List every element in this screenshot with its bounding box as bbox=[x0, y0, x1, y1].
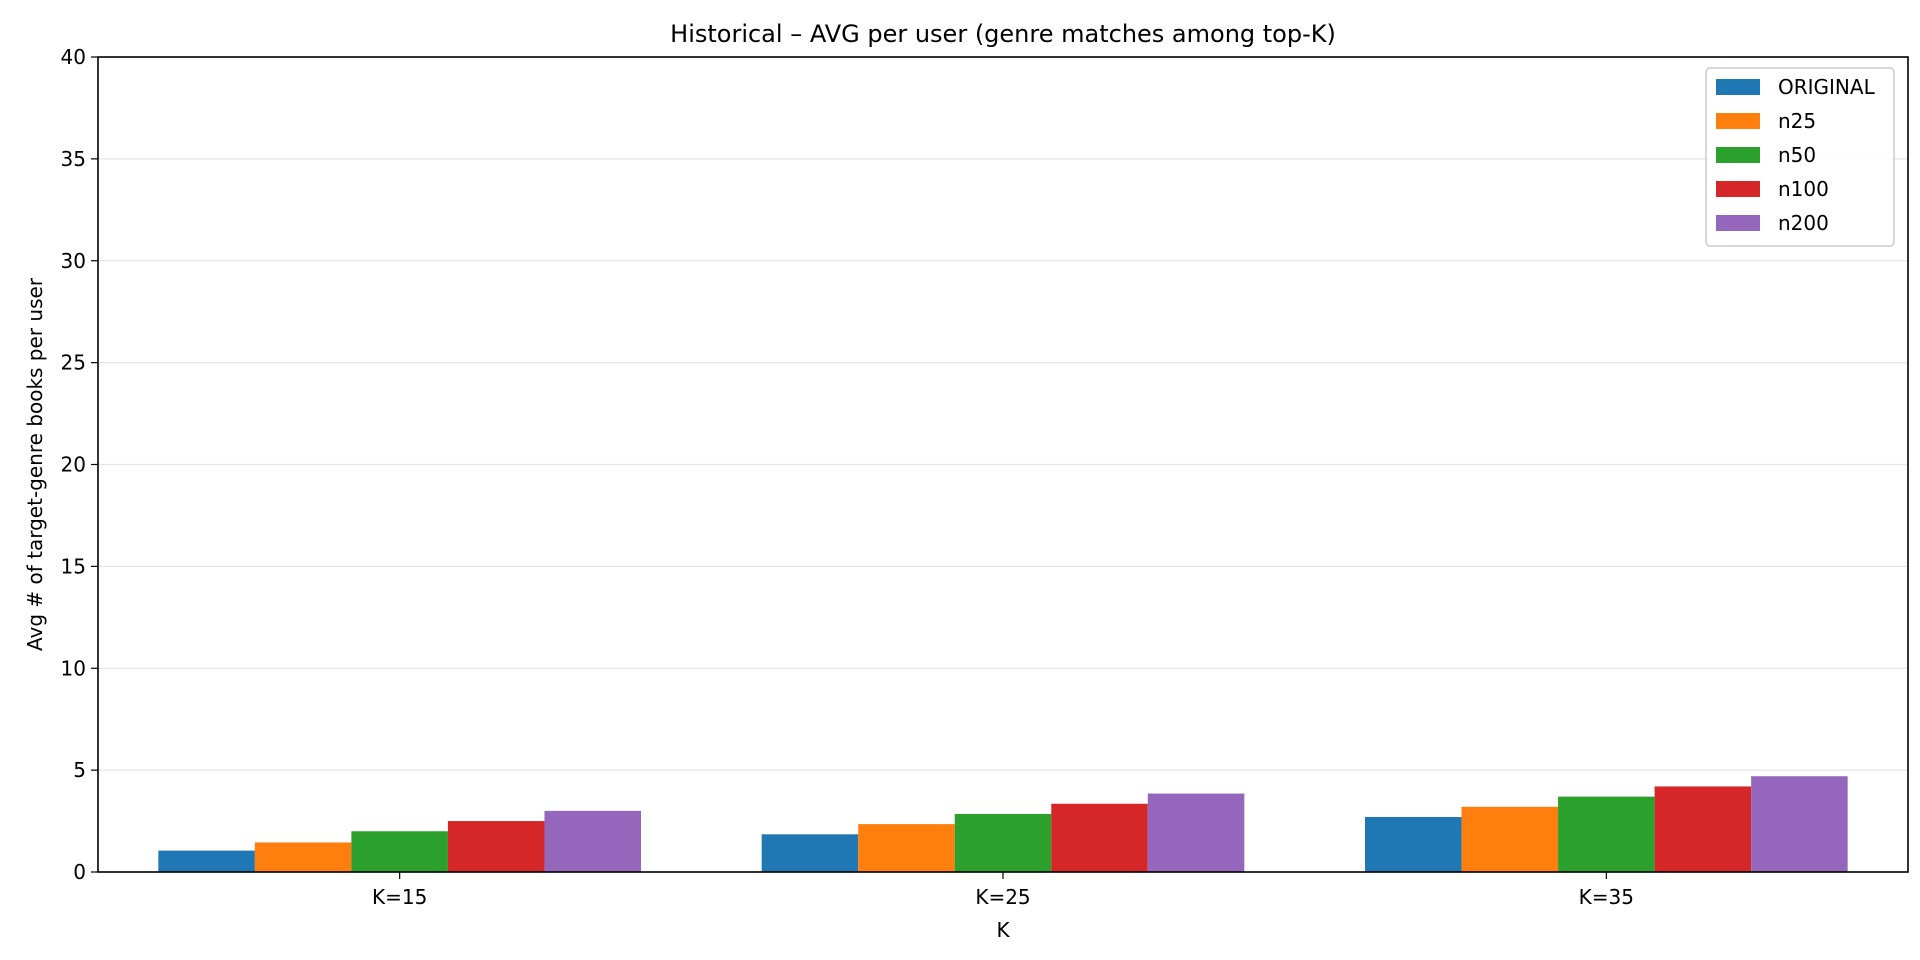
x-tick-label: K=25 bbox=[975, 885, 1030, 909]
y-tick-label: 15 bbox=[61, 554, 86, 578]
y-tick-label: 0 bbox=[73, 860, 86, 884]
legend-label: n100 bbox=[1778, 177, 1829, 201]
legend-swatch bbox=[1716, 215, 1760, 231]
legend-label: n50 bbox=[1778, 143, 1816, 167]
legend-swatch bbox=[1716, 79, 1760, 95]
legend-swatch bbox=[1716, 181, 1760, 197]
legend-label: ORIGINAL bbox=[1778, 75, 1876, 99]
chart-title: Historical – AVG per user (genre matches… bbox=[670, 20, 1336, 48]
bar-original-k35 bbox=[1365, 816, 1462, 872]
x-tick-label: K=35 bbox=[1579, 885, 1634, 909]
bar-n50-k25 bbox=[954, 813, 1052, 872]
bar-n200-k25 bbox=[1147, 793, 1245, 872]
bar-n50-k35 bbox=[1558, 796, 1655, 872]
legend: ORIGINAL n25 n50 n100 n200 bbox=[1705, 67, 1895, 247]
bar-n25-k25 bbox=[858, 824, 955, 872]
bar-n200-k15 bbox=[544, 810, 641, 872]
bar-n25-k35 bbox=[1461, 806, 1559, 872]
bar-n100-k15 bbox=[447, 821, 545, 872]
bar-n25-k15 bbox=[254, 842, 352, 872]
bar-n50-k15 bbox=[351, 831, 448, 872]
y-tick-label: 30 bbox=[61, 249, 86, 273]
legend-box bbox=[1705, 67, 1895, 247]
x-tick-label: K=15 bbox=[372, 885, 427, 909]
y-tick-label: 10 bbox=[61, 656, 86, 680]
bar-n100-k25 bbox=[1051, 803, 1148, 872]
bar-original-k15 bbox=[158, 850, 255, 872]
bar-original-k25 bbox=[761, 834, 859, 872]
legend-swatch bbox=[1716, 147, 1760, 163]
grid-lines bbox=[98, 158, 1908, 771]
y-axis-title: Avg # of target-genre books per user bbox=[23, 277, 47, 651]
legend-label: n25 bbox=[1778, 109, 1816, 133]
y-axis-ticks: 0 5 10 15 20 25 30 35 40 bbox=[61, 45, 98, 884]
bar-n200-k35 bbox=[1751, 776, 1848, 872]
x-axis-ticks: K=15 K=25 K=35 bbox=[372, 872, 1634, 909]
y-tick-label: 35 bbox=[61, 147, 86, 171]
y-tick-label: 40 bbox=[61, 45, 86, 69]
bars bbox=[158, 776, 1848, 872]
bar-n100-k35 bbox=[1654, 786, 1752, 872]
y-tick-label: 5 bbox=[73, 758, 86, 782]
x-axis-title: K bbox=[996, 918, 1010, 942]
legend-swatch bbox=[1716, 113, 1760, 129]
y-tick-label: 20 bbox=[61, 453, 86, 477]
y-tick-label: 25 bbox=[61, 351, 86, 375]
legend-label: n200 bbox=[1778, 211, 1829, 235]
legend-entries: ORIGINAL n25 n50 n100 n200 bbox=[1716, 75, 1876, 235]
